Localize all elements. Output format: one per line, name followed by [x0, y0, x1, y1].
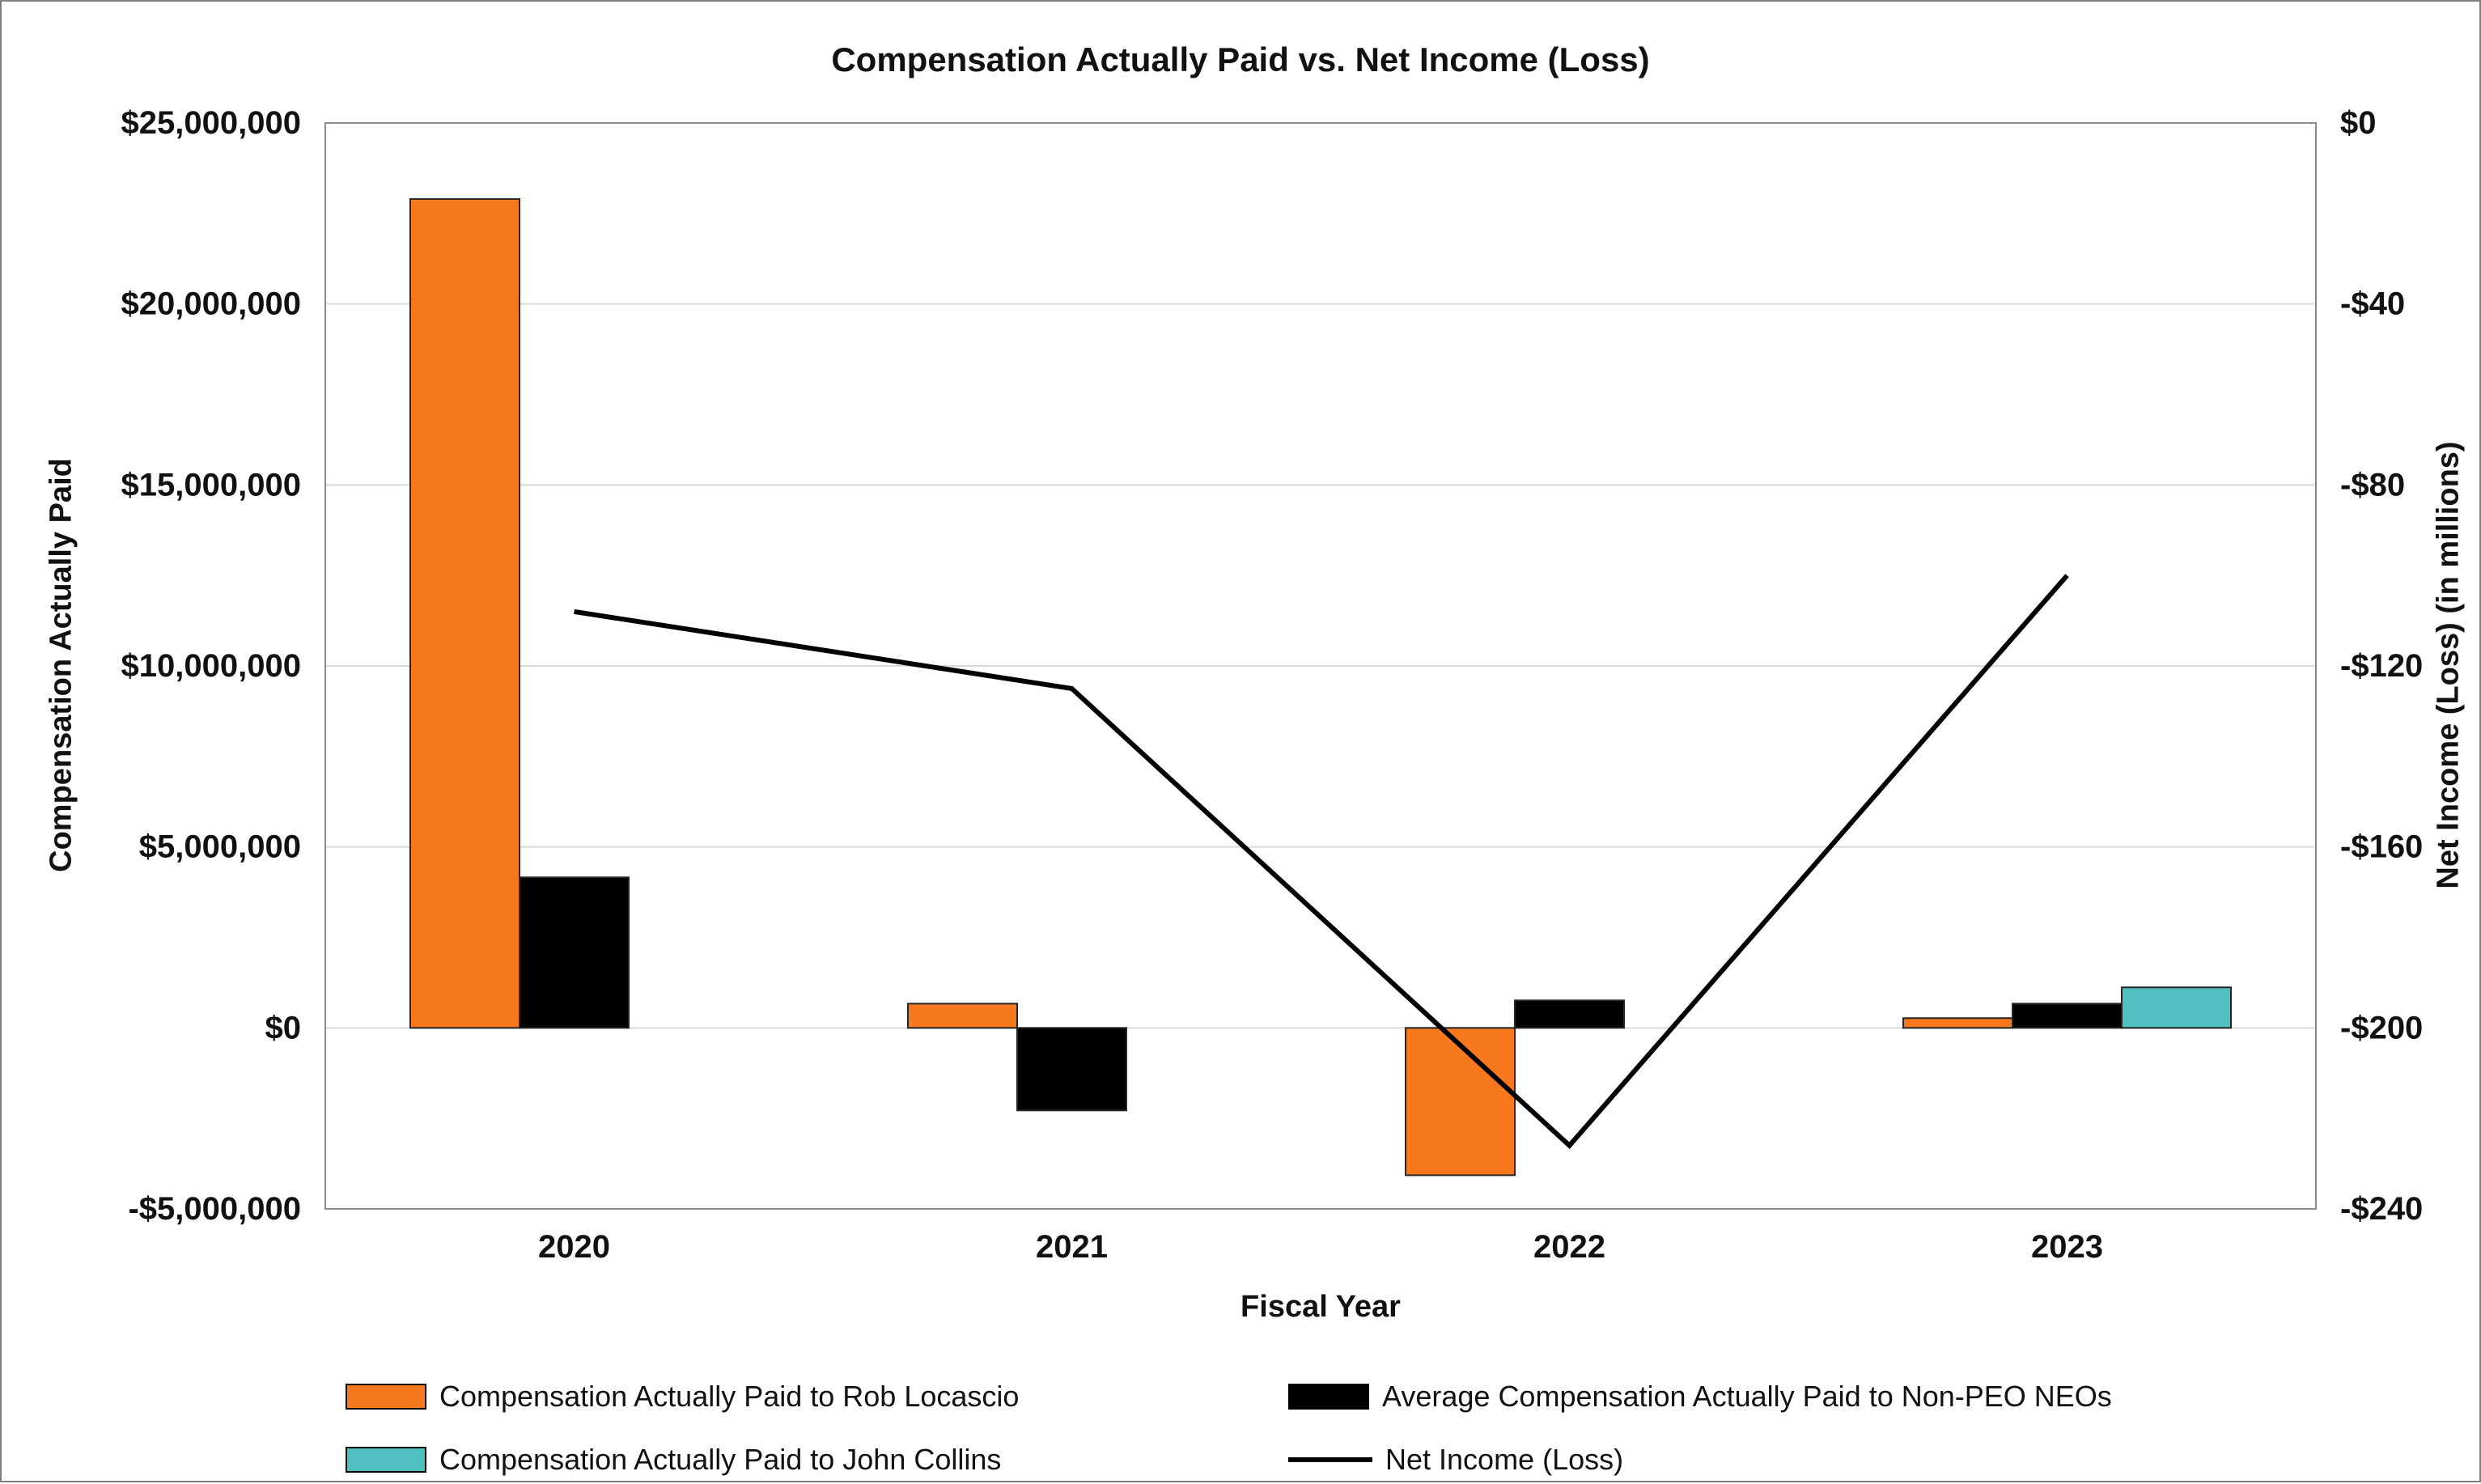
- bar-2-category-3: [2121, 986, 2232, 1029]
- bar-1-category-1: [1016, 1027, 1127, 1112]
- bar-1-category-3: [2012, 1003, 2123, 1029]
- x-axis-tick: 2022: [1533, 1229, 1605, 1265]
- legend-line-swatch-net-income: [1288, 1457, 1372, 1462]
- legend-swatch-non-peo-neos: [1288, 1384, 1369, 1410]
- left-axis-tick: $15,000,000: [121, 467, 301, 502]
- right-axis-tick: $0: [2340, 105, 2377, 141]
- left-axis-tick: $0: [265, 1010, 302, 1045]
- right-axis-tick: -$200: [2340, 1010, 2423, 1045]
- right-axis-tick: -$80: [2340, 467, 2405, 502]
- legend-swatch-rob-locascio: [346, 1384, 426, 1410]
- x-axis-title: Fiscal Year: [1240, 1290, 1401, 1324]
- left-axis-tick: $20,000,000: [121, 286, 301, 322]
- bar-0-category-1: [907, 1003, 1018, 1029]
- right-axis-tick: -$120: [2340, 648, 2423, 684]
- left-axis-tick: $10,000,000: [121, 648, 301, 684]
- legend-item-net-income: Net Income (Loss): [1288, 1440, 2112, 1479]
- legend: Compensation Actually Paid to Rob Locasc…: [346, 1377, 2112, 1479]
- bar-1-category-2: [1514, 999, 1625, 1029]
- legend-label-john-collins: Compensation Actually Paid to John Colli…: [439, 1443, 1002, 1476]
- left-axis-tick: $25,000,000: [121, 105, 301, 141]
- x-axis-tick: 2020: [538, 1229, 610, 1265]
- x-axis-tick: 2021: [1036, 1229, 1108, 1265]
- plot-border: [324, 122, 2317, 1210]
- right-axis-title: Net Income (Loss) (in millions): [2431, 441, 2466, 889]
- right-axis-tick: -$160: [2340, 829, 2423, 865]
- legend-label-non-peo-neos: Average Compensation Actually Paid to No…: [1382, 1380, 2112, 1413]
- right-axis-tick: -$40: [2340, 286, 2405, 322]
- bar-0-category-3: [1902, 1017, 2013, 1029]
- chart-title: Compensation Actually Paid vs. Net Incom…: [831, 40, 1650, 78]
- left-axis-tick: $5,000,000: [139, 829, 301, 865]
- legend-item-non-peo-neos: Average Compensation Actually Paid to No…: [1288, 1377, 2112, 1416]
- left-axis-tick: -$5,000,000: [128, 1191, 301, 1227]
- legend-label-net-income: Net Income (Loss): [1385, 1443, 1624, 1476]
- left-axis-title: Compensation Actually Paid: [44, 458, 78, 872]
- bar-0-category-0: [409, 197, 520, 1029]
- legend-item-rob-locascio: Compensation Actually Paid to Rob Locasc…: [346, 1377, 1288, 1416]
- legend-swatch-john-collins: [346, 1447, 426, 1473]
- x-axis-tick: 2023: [2031, 1229, 2103, 1265]
- net-income-line: [574, 574, 2069, 1150]
- legend-label-rob-locascio: Compensation Actually Paid to Rob Locasc…: [439, 1380, 1020, 1413]
- bar-1-category-0: [519, 876, 630, 1029]
- bar-0-category-2: [1405, 1027, 1516, 1177]
- legend-item-john-collins: Compensation Actually Paid to John Colli…: [346, 1440, 1288, 1479]
- right-axis-tick: -$240: [2340, 1191, 2423, 1227]
